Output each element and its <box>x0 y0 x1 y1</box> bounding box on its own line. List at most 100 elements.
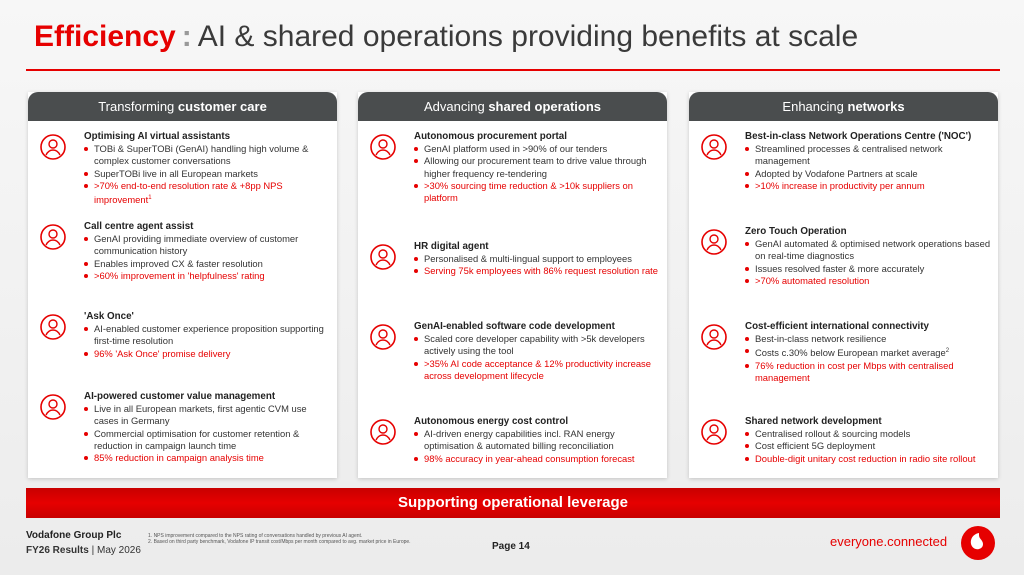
footnotes: 1. NPS improvement compared to the NPS r… <box>148 533 468 545</box>
icon <box>701 419 727 445</box>
banner: Supporting operational leverage <box>26 488 1000 518</box>
bullet-text: AI-enabled customer experience propositi… <box>94 323 324 347</box>
tagline: everyone.connected <box>830 534 948 549</box>
item-title: Autonomous procurement portal <box>414 131 567 142</box>
bullet: AI-enabled customer experience propositi… <box>84 323 332 348</box>
item: Zero Touch Operation GenAI automated & op… <box>697 225 993 287</box>
footnote-ref: 2 <box>945 348 950 355</box>
bullet-dot <box>84 351 88 356</box>
logo <box>961 526 995 560</box>
item-title: 'Ask Once' <box>84 311 134 322</box>
bullet: Enables improved CX & faster resolution <box>84 258 332 270</box>
bullet-dot <box>745 349 749 354</box>
item-title: Best-in-class Network Operations Centre … <box>745 131 972 142</box>
bullet: 96% 'Ask Once' promise delivery <box>84 348 332 360</box>
item: Call centre agent assist GenAI providing … <box>36 220 332 282</box>
item-title: Cost-efficient international connectivit… <box>745 321 929 332</box>
bullet-text: Commercial optimisation for customer ret… <box>94 427 300 451</box>
bullet-dot <box>414 456 418 461</box>
bullet: Personalised & multi-lingual support to … <box>414 253 662 265</box>
bullet: Issues resolved faster & more accurately <box>745 263 993 275</box>
item: Optimising AI virtual assistants TOBi & S… <box>36 130 332 207</box>
heading-bold: networks <box>847 99 905 114</box>
item-title: Call centre agent assist <box>84 221 194 232</box>
bullet: Scaled core developer capability with >5… <box>414 333 662 358</box>
bullet: Serving 75k employees with 86% request r… <box>414 265 662 277</box>
column-heading: Advancing shared operations <box>358 92 667 121</box>
icon <box>370 134 396 160</box>
bullet: Live in all European markets, first agen… <box>84 403 332 428</box>
title-rule <box>26 69 1000 71</box>
item: Autonomous procurement portal GenAI platf… <box>366 130 662 204</box>
footnote-number: 2. <box>148 539 153 545</box>
bullet-text: Scaled core developer capability with >5… <box>424 333 645 357</box>
icon-wrap <box>366 320 400 359</box>
bullet-text: Costs c.30% below European market averag… <box>755 347 946 359</box>
column: Advancing shared operations Autonomous pr… <box>358 92 667 478</box>
bullet: Commercial optimisation for customer ret… <box>84 428 332 453</box>
item-title: Autonomous energy cost control <box>414 416 569 427</box>
icon-wrap <box>36 130 70 169</box>
heading-prefix: Transforming <box>98 99 175 114</box>
bullet: 85% reduction in campaign analysis time <box>84 452 332 464</box>
date: May 2026 <box>96 545 141 556</box>
heading-bold: shared operations <box>488 99 602 114</box>
company: Vodafone Group Plc <box>26 530 122 541</box>
bullet: >70% automated resolution <box>745 275 993 287</box>
bullet-text: >10% increase in productivity per annum <box>755 179 925 191</box>
icon-wrap <box>366 415 400 454</box>
bullet-dot <box>414 432 418 436</box>
bullet-dot <box>745 432 749 436</box>
bullet: Streamlined processes & centralised netw… <box>745 143 993 168</box>
bullet: Best-in-class network resilience <box>745 333 993 345</box>
bullet-dot <box>84 237 88 241</box>
icon-wrap <box>697 130 731 169</box>
icon <box>40 314 66 340</box>
bullet-text: Issues resolved faster & more accurately <box>755 262 925 274</box>
heading-prefix: Advancing <box>423 99 485 114</box>
icon <box>40 224 66 250</box>
footnote-number: 1. <box>148 533 153 539</box>
bullet-text: >70% automated resolution <box>755 274 870 286</box>
bullet-text: Streamlined processes & centralised netw… <box>755 143 943 167</box>
icon <box>40 134 66 160</box>
bullet-dot <box>745 147 749 151</box>
results: FY26 Results <box>26 545 89 556</box>
bullet-dot <box>745 456 749 461</box>
bullet: Allowing our procurement team to drive v… <box>414 155 662 180</box>
heading-prefix: Enhancing <box>782 99 844 114</box>
bullet-dot <box>414 269 418 274</box>
icon <box>40 394 66 420</box>
column-heading: Transforming customer care <box>28 92 337 121</box>
bullet-dot <box>84 431 88 436</box>
title: Efficiency: AI & shared operations provid… <box>34 20 858 54</box>
bullet: GenAI automated & optimised network oper… <box>745 238 993 263</box>
bullet-dot <box>745 171 749 176</box>
bullet-dot <box>84 407 88 411</box>
item-title: Zero Touch Operation <box>745 226 847 237</box>
icon-wrap <box>36 220 70 259</box>
bullet-text: Personalised & multi-lingual support to … <box>424 253 632 264</box>
bullet-text: >60% improvement in 'helpfulness' rating <box>94 269 265 281</box>
bullet-dot <box>84 456 88 461</box>
footer-separator: | <box>91 545 95 556</box>
bullet: TOBi & SuperTOBi (GenAI) handling high v… <box>84 143 332 168</box>
footnote-text: Based on third party benchmark, Vodafone… <box>153 539 411 545</box>
bullet-dot <box>745 363 749 368</box>
bullet-text: 85% reduction in campaign analysis time <box>94 452 264 464</box>
item: AI-powered customer value management Live… <box>36 390 332 464</box>
icon <box>370 324 396 350</box>
bullet-dot <box>414 361 418 366</box>
bullet-text: Cost efficient 5G deployment <box>755 440 876 452</box>
bullet-text: GenAI providing immediate overview of cu… <box>94 233 299 257</box>
icon-wrap <box>36 310 70 349</box>
icon-wrap <box>697 225 731 264</box>
bullet-dot <box>745 337 749 341</box>
title-separator: : <box>181 20 192 53</box>
bullet-text: SuperTOBi live in all European markets <box>94 167 258 179</box>
bullet-dot <box>745 444 749 449</box>
bullet: >70% end-to-end resolution rate & +8pp N… <box>84 180 332 207</box>
column: Transforming customer care Optimising AI … <box>28 92 337 478</box>
icon-wrap <box>36 390 70 429</box>
bullet-dot <box>84 327 88 331</box>
